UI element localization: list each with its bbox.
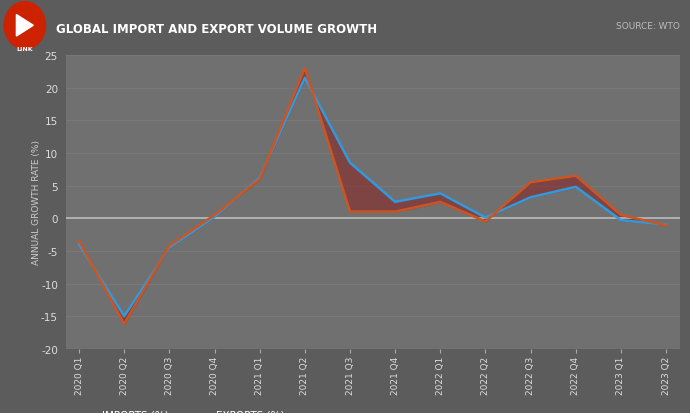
Y-axis label: ANNUAL GROWTH RATE (%): ANNUAL GROWTH RATE (%) bbox=[32, 140, 41, 265]
Polygon shape bbox=[17, 15, 33, 37]
Circle shape bbox=[4, 2, 46, 50]
Text: SOURCE: WTO: SOURCE: WTO bbox=[615, 22, 680, 31]
Legend: IMPORTS (%), EXPORTS (%): IMPORTS (%), EXPORTS (%) bbox=[71, 410, 284, 413]
Text: GLOBAL IMPORT AND EXPORT VOLUME GROWTH: GLOBAL IMPORT AND EXPORT VOLUME GROWTH bbox=[56, 23, 377, 36]
Text: LINK: LINK bbox=[17, 47, 33, 52]
